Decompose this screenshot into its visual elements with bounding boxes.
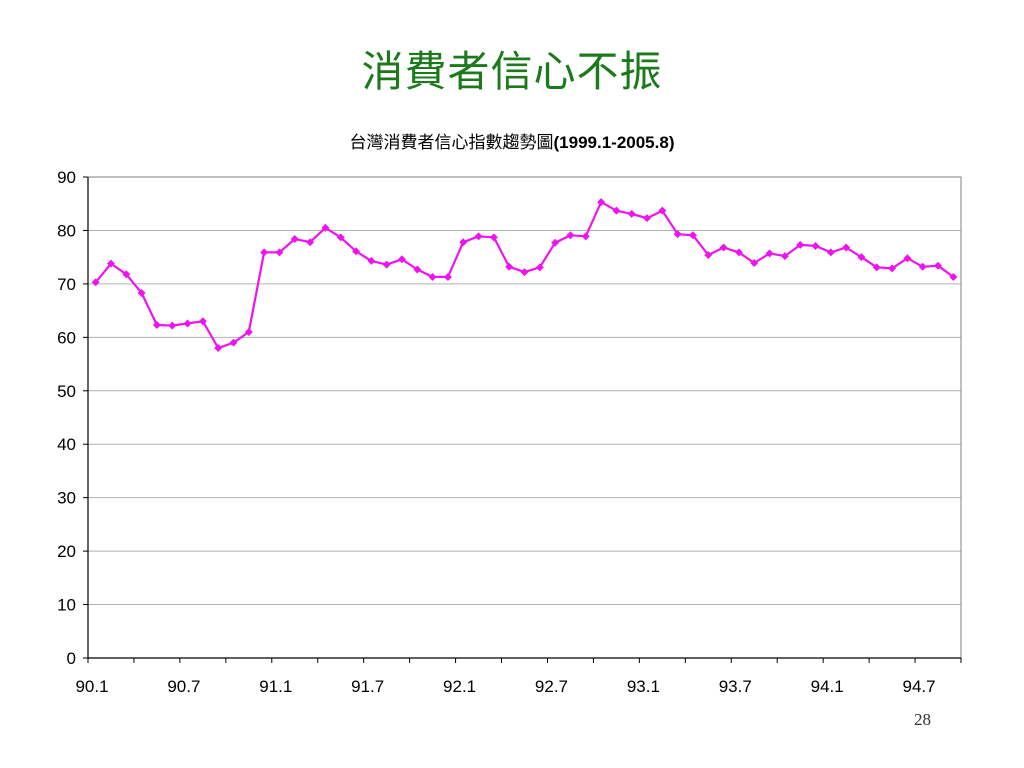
y-tick-label: 0 [67, 649, 76, 668]
data-point [489, 233, 498, 242]
x-tick-label: 94.1 [811, 677, 844, 696]
y-tick-label: 20 [57, 542, 76, 561]
data-point [367, 256, 376, 265]
y-tick-label: 60 [57, 328, 76, 347]
tick-labels: 0 10 20 30 40 50 60 70 80 90 90.1 90.7 91.1 91.7 92.1 9… [57, 168, 936, 696]
x-tick-label: 90.7 [167, 677, 200, 696]
data-point [459, 238, 468, 247]
x-tick-label: 91.7 [351, 677, 384, 696]
chart-title-range: (1999.1-2005.8) [553, 133, 675, 152]
data-point [336, 233, 345, 242]
slide-title: 消費者信心不振 [361, 47, 663, 96]
data-point [811, 241, 820, 250]
data-point [214, 344, 223, 353]
data-point [826, 248, 835, 257]
data-point [428, 272, 437, 281]
data-point [734, 248, 743, 257]
x-tick-label: 92.7 [535, 677, 568, 696]
data-point [321, 223, 330, 232]
data-point [413, 265, 422, 274]
data-point [168, 321, 177, 330]
data-point [505, 262, 514, 271]
data-point [842, 243, 851, 252]
data-point [872, 263, 881, 272]
data-point [535, 263, 544, 272]
data-point [520, 268, 529, 277]
data-point [888, 264, 897, 273]
data-point [765, 249, 774, 258]
data-point [198, 317, 207, 326]
x-tick-label: 92.1 [443, 677, 476, 696]
x-tick-label: 94.7 [903, 677, 936, 696]
x-tick-label: 93.1 [627, 677, 660, 696]
series-layer [91, 198, 958, 353]
chart-title-main: 台灣消費者信心指數趨勢圖 [349, 133, 554, 153]
data-point [658, 206, 667, 215]
data-point [750, 259, 759, 268]
data-point [229, 338, 238, 347]
data-point [275, 248, 284, 257]
y-tick-label: 80 [57, 221, 76, 240]
data-point [704, 251, 713, 260]
data-point [581, 232, 590, 241]
data-point [137, 288, 146, 297]
data-point [260, 248, 269, 257]
data-point [551, 238, 560, 247]
data-point [382, 260, 391, 269]
x-tick-label: 93.7 [719, 677, 752, 696]
data-point [612, 206, 621, 215]
page-number: 28 [914, 710, 931, 729]
y-tick-label: 30 [57, 489, 76, 508]
data-point [443, 272, 452, 281]
gridlines [88, 176, 961, 606]
data-point [306, 238, 315, 247]
consumer-confidence-chart: 0 10 20 30 40 50 60 70 80 90 90.1 90.7 91.1 91.7 92.1 9… [57, 168, 962, 696]
data-point [949, 272, 958, 281]
chart-title: 台灣消費者信心指數趨勢圖(1999.1-2005.8) [0, 128, 1024, 153]
data-point [566, 231, 575, 240]
data-point [643, 214, 652, 223]
data-point [352, 247, 361, 256]
data-point [397, 255, 406, 264]
data-point [688, 231, 697, 240]
data-point [290, 234, 299, 243]
x-tick-label: 90.1 [75, 677, 108, 696]
data-point [719, 243, 728, 252]
data-point [122, 270, 131, 279]
data-point [934, 261, 943, 270]
y-tick-label: 50 [57, 382, 76, 401]
data-point [244, 327, 253, 336]
data-point [796, 240, 805, 249]
y-tick-label: 90 [57, 168, 76, 187]
data-point [903, 254, 912, 263]
data-point [106, 259, 115, 268]
axes [83, 176, 962, 663]
data-point [183, 319, 192, 328]
data-point [597, 198, 606, 207]
data-point [857, 253, 866, 262]
data-point [627, 209, 636, 218]
data-point [152, 321, 161, 330]
data-point [474, 232, 483, 241]
x-tick-label: 91.1 [259, 677, 292, 696]
data-point [780, 252, 789, 261]
data-point [673, 230, 682, 239]
y-tick-label: 70 [57, 275, 76, 294]
data-point [918, 262, 927, 271]
data-point [91, 278, 100, 287]
y-tick-label: 40 [57, 435, 76, 454]
y-tick-label: 10 [57, 596, 76, 615]
